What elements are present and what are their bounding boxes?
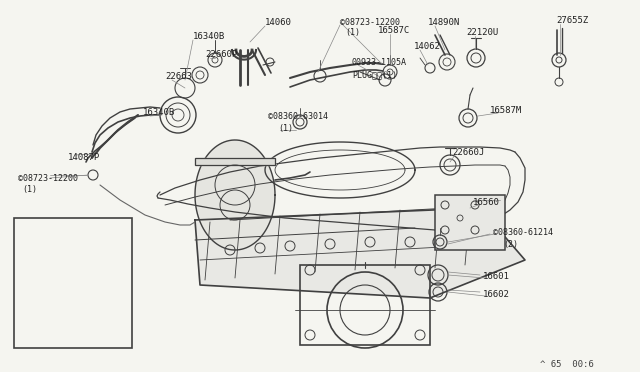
Text: 14062: 14062	[414, 42, 441, 51]
Text: 16521M: 16521M	[52, 334, 84, 343]
Bar	[300, 265, 430, 345]
Bar	[44, 300, 70, 330]
Text: ^ 65  00:6: ^ 65 00:6	[540, 360, 594, 369]
Text: 14087P: 14087P	[68, 153, 100, 162]
Text: 16340B: 16340B	[143, 108, 175, 117]
Text: 16587C: 16587C	[378, 26, 410, 35]
Text: 22120U: 22120U	[466, 28, 499, 37]
Text: 16602: 16602	[483, 290, 510, 299]
Text: 14890N: 14890N	[428, 18, 460, 27]
Text: ©08360-61214: ©08360-61214	[493, 228, 553, 237]
Text: 22660J: 22660J	[452, 148, 484, 157]
Text: CAN: CAN	[38, 224, 54, 233]
Text: (1): (1)	[22, 185, 37, 194]
Text: PLUGファ(1): PLUGファ(1)	[352, 70, 397, 79]
Bar	[435, 195, 505, 250]
Text: ©08723-12200: ©08723-12200	[340, 18, 400, 27]
Bar	[195, 158, 275, 165]
Text: 22660P: 22660P	[205, 50, 237, 59]
Text: ©08723-12200: ©08723-12200	[18, 174, 78, 183]
Polygon shape	[195, 140, 275, 250]
Polygon shape	[195, 208, 525, 298]
Text: (2): (2)	[503, 240, 518, 249]
Bar	[14, 218, 132, 348]
Text: CAN: CAN	[35, 226, 51, 235]
Text: 16587M: 16587M	[490, 106, 522, 115]
Text: 22663: 22663	[165, 72, 192, 81]
Text: 16601: 16601	[483, 272, 510, 281]
Text: (1): (1)	[278, 124, 293, 133]
Text: 16521M: 16521M	[28, 334, 60, 343]
Text: ©08360-63014: ©08360-63014	[268, 112, 328, 121]
Text: 00933-1105A: 00933-1105A	[352, 58, 407, 67]
Text: 27655Z: 27655Z	[556, 16, 588, 25]
Polygon shape	[195, 158, 275, 165]
Text: 16560: 16560	[473, 198, 500, 207]
Text: 14060: 14060	[265, 18, 292, 27]
Text: 16340B: 16340B	[193, 32, 225, 41]
Text: (1): (1)	[345, 28, 360, 37]
